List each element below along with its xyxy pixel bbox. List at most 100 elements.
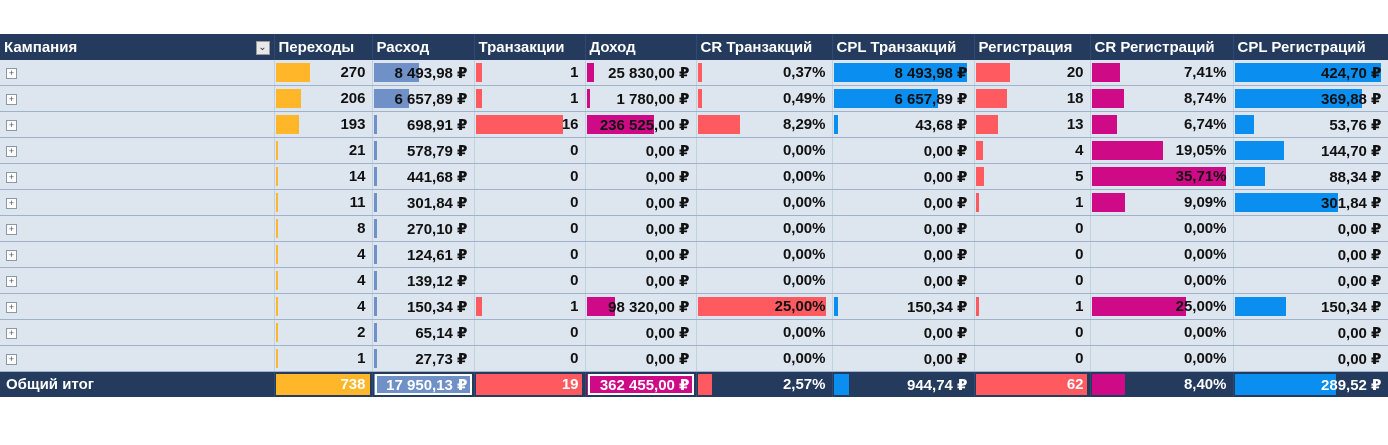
data-bar: [373, 193, 377, 212]
cell-cpl_tr: 0,00 ₽: [832, 345, 975, 372]
data-bar: [833, 374, 849, 395]
cell-cpl_tr: 0,00 ₽: [832, 137, 975, 164]
cell-raskhod: 578,79 ₽: [372, 137, 475, 164]
cell-value: 0,00 ₽: [645, 142, 690, 160]
cell-cr_tr: 25,00%: [696, 293, 833, 320]
total-cell-raskhod: 17 950,13 ₽: [372, 371, 475, 397]
data-bar: [373, 323, 377, 342]
cell-value: 0,00 ₽: [645, 194, 690, 212]
data-bar: [275, 63, 310, 82]
data-bar: [1234, 297, 1286, 316]
column-header-tranzakcii[interactable]: Транзакции: [474, 34, 586, 60]
expand-plus-icon[interactable]: +: [6, 275, 17, 287]
expand-plus-icon[interactable]: +: [6, 145, 17, 157]
table-body: +270 8 493,98 ₽ 1 25 830,00 ₽ 0,37% 8 493,98 …: [0, 60, 1388, 397]
cell-value: 6,74%: [1183, 116, 1227, 133]
cell-value: 0: [570, 350, 579, 367]
cell-value: 0,00%: [782, 324, 826, 341]
expand-plus-icon[interactable]: +: [6, 197, 17, 209]
data-bar: [475, 374, 583, 395]
data-bar: [373, 349, 377, 368]
table-row: +14 441,68 ₽ 0 0,00 ₽ 0,00% 0,00 ₽ 5 35,71% 88,3…: [0, 163, 1388, 190]
cell-cpl_tr: 0,00 ₽: [832, 163, 975, 190]
cell-cpl_reg: 0,00 ₽: [1233, 345, 1388, 372]
column-header-raskhod[interactable]: Расход: [372, 34, 475, 60]
data-bar: [586, 115, 655, 134]
column-header-dokhod[interactable]: Доход: [585, 34, 697, 60]
campaign-cell: +: [0, 189, 275, 216]
column-header-perekhody[interactable]: Переходы: [274, 34, 373, 60]
total-cell-cr_reg: 8,40%: [1090, 371, 1234, 397]
table-row: +193 698,91 ₽ 16 236 525,00 ₽ 8,29% 43,68 ₽ 13…: [0, 111, 1388, 138]
cell-value: 0,00 ₽: [923, 142, 968, 160]
column-header-cpl-tranzakcii[interactable]: CPL Транзакций: [832, 34, 975, 60]
expand-plus-icon[interactable]: +: [6, 301, 17, 313]
cell-value: 8,40%: [1183, 376, 1227, 393]
data-bar: [373, 63, 419, 82]
cell-value: 362 455,00 ₽: [599, 376, 690, 394]
pivot-table-container: Кампания ⌄ Переходы Расход Транзакции До…: [0, 34, 1388, 397]
total-cell-registr: 62: [974, 371, 1091, 397]
cell-value: 1: [357, 350, 366, 367]
cell-value: 0,00 ₽: [1337, 324, 1382, 342]
data-bar: [586, 63, 594, 82]
cell-value: 944,74 ₽: [907, 376, 968, 394]
cell-value: 0,00 ₽: [923, 220, 968, 238]
campaign-cell: +: [0, 215, 275, 242]
cell-value: 0,00%: [1183, 220, 1227, 237]
expand-plus-icon[interactable]: +: [6, 171, 17, 183]
cell-value: 124,61 ₽: [407, 246, 468, 264]
cell-value: 0,00 ₽: [1337, 350, 1382, 368]
cell-registr: 18: [974, 85, 1091, 112]
column-header-kampaniya[interactable]: Кампания ⌄: [0, 34, 275, 60]
cell-value: 441,68 ₽: [407, 168, 468, 186]
data-bar: [1234, 141, 1285, 160]
total-cell-dokhod: 362 455,00 ₽: [585, 371, 697, 397]
filter-dropdown-icon[interactable]: ⌄: [255, 41, 270, 55]
cell-perekhody: 4: [274, 241, 373, 268]
data-bar: [275, 245, 279, 264]
cell-raskhod: 301,84 ₽: [372, 189, 475, 216]
selection-outline: [374, 374, 472, 395]
cell-cr_tr: 0,00%: [696, 267, 833, 294]
cell-value: 0,00%: [1183, 246, 1227, 263]
data-bar: [697, 63, 702, 82]
cell-value: 0: [570, 246, 579, 263]
cell-registr: 5: [974, 163, 1091, 190]
cell-value: 139,12 ₽: [407, 272, 468, 290]
expand-plus-icon[interactable]: +: [6, 353, 17, 365]
data-bar: [1091, 141, 1163, 160]
expand-plus-icon[interactable]: +: [6, 67, 17, 79]
cell-raskhod: 27,73 ₽: [372, 345, 475, 372]
cell-cpl_reg: 150,34 ₽: [1233, 293, 1388, 320]
column-header-registraciya[interactable]: Регистрация: [974, 34, 1091, 60]
cell-cr_tr: 8,29%: [696, 111, 833, 138]
expand-plus-icon[interactable]: +: [6, 249, 17, 261]
pivot-table: Кампания ⌄ Переходы Расход Транзакции До…: [0, 34, 1388, 397]
cell-dokhod: 0,00 ₽: [585, 215, 697, 242]
column-header-cr-registracii[interactable]: CR Регистраций: [1090, 34, 1234, 60]
cell-raskhod: 270,10 ₽: [372, 215, 475, 242]
column-header-cr-tranzakcii[interactable]: CR Транзакций: [696, 34, 833, 60]
expand-plus-icon[interactable]: +: [6, 119, 17, 131]
cell-registr: 0: [974, 215, 1091, 242]
cell-value: 4: [357, 272, 366, 289]
cell-cr_tr: 0,00%: [696, 163, 833, 190]
data-bar: [373, 271, 377, 290]
cell-cpl_reg: 144,70 ₽: [1233, 137, 1388, 164]
expand-plus-icon[interactable]: +: [6, 223, 17, 235]
data-bar: [275, 297, 279, 316]
data-bar: [697, 89, 702, 108]
cell-value: 0,00 ₽: [1337, 272, 1382, 290]
data-bar: [275, 219, 279, 238]
cell-value: 0: [570, 220, 579, 237]
expand-plus-icon[interactable]: +: [6, 93, 17, 105]
cell-value: 698,91 ₽: [407, 116, 468, 134]
cell-value: 0,00 ₽: [923, 324, 968, 342]
cell-value: 8,29%: [782, 116, 826, 133]
total-cell-cpl_tr: 944,74 ₽: [832, 371, 975, 397]
data-bar: [975, 115, 999, 134]
cell-tranzakcii: 1: [474, 85, 586, 112]
column-header-cpl-registracii[interactable]: CPL Регистраций: [1233, 34, 1388, 60]
expand-plus-icon[interactable]: +: [6, 327, 17, 339]
